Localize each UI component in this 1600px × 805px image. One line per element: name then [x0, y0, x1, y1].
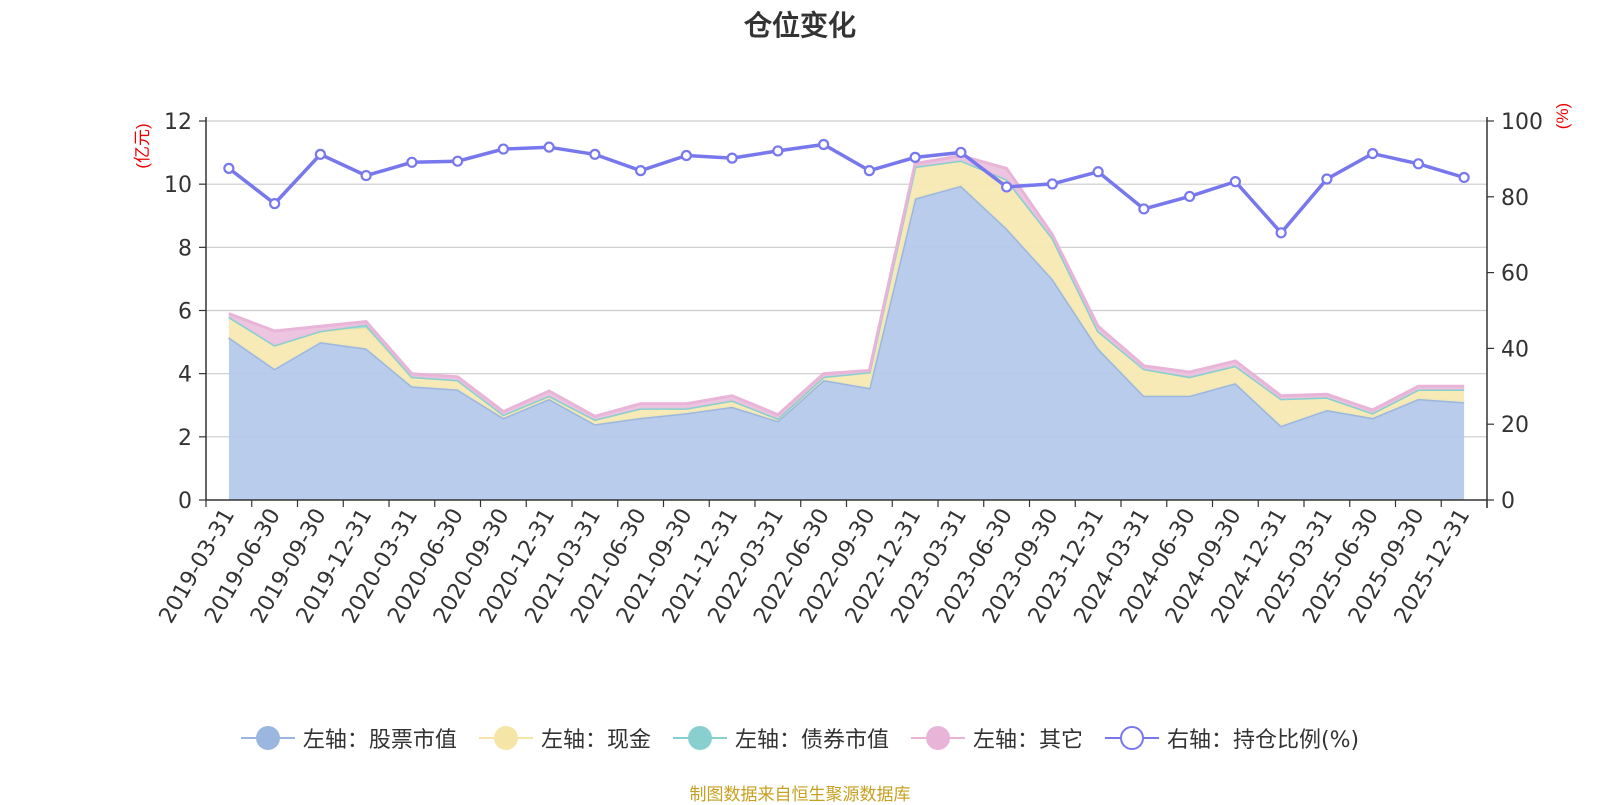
y-left-tick-label: 10 — [164, 173, 192, 198]
ratio-point — [772, 145, 784, 157]
y-right-tick-label: 40 — [1501, 337, 1529, 362]
legend-label: 右轴：持仓比例(%) — [1166, 728, 1360, 753]
legend-label: 左轴：其它 — [972, 728, 1083, 753]
y-left-tick-label: 4 — [178, 363, 192, 388]
line-layer — [223, 138, 1470, 239]
ratio-point — [452, 155, 464, 167]
y-right-tick-label: 0 — [1501, 489, 1515, 514]
legend-label: 左轴：债券市值 — [734, 728, 889, 753]
legend: 左轴：股票市值 左轴：现金 左轴：债券市值 左轴：其它 右轴：持仓比例(%) — [0, 722, 1600, 754]
legend-item[interactable]: 右轴：持仓比例(%) — [1104, 722, 1360, 754]
y-right-tick-label: 20 — [1501, 413, 1529, 438]
legend-item[interactable]: 左轴：股票市值 — [240, 722, 457, 754]
ratio-point — [863, 165, 875, 177]
ratio-point — [1046, 178, 1058, 190]
ratio-point — [955, 146, 967, 159]
legend-item[interactable]: 左轴：现金 — [478, 722, 651, 754]
ratio-line — [227, 142, 1465, 236]
area-series-line — [228, 154, 1465, 418]
y-left-tick-label: 6 — [178, 300, 192, 325]
ratio-point — [1458, 171, 1470, 184]
area-series — [228, 185, 1465, 500]
ratio-point — [223, 162, 235, 174]
ratio-point — [909, 151, 921, 163]
legend-swatch — [1104, 724, 1159, 752]
ratio-point — [360, 169, 372, 182]
y-right-tick-label: 80 — [1501, 186, 1529, 211]
ratio-point — [497, 143, 509, 155]
ratio-point — [1001, 181, 1013, 193]
ratio-point — [406, 156, 418, 168]
ratio-point — [1275, 227, 1287, 239]
legend-label: 左轴：现金 — [540, 728, 651, 753]
ratio-point — [818, 138, 830, 151]
y-left-tick-label: 12 — [164, 110, 192, 135]
y-left-tick-label: 8 — [178, 236, 192, 261]
y-left-tick-label: 2 — [178, 426, 192, 451]
y-left-axis-label: (亿元) — [133, 123, 152, 168]
ratio-point — [635, 165, 647, 177]
ratio-point — [680, 149, 692, 162]
ratio-point — [1412, 158, 1424, 170]
ratio-point — [269, 198, 281, 210]
legend-swatch — [672, 724, 727, 752]
legend-item[interactable]: 左轴：债券市值 — [672, 722, 889, 754]
ratio-point — [1184, 190, 1196, 203]
ratio-point — [543, 141, 555, 153]
area-layer — [228, 154, 1465, 500]
y-right-tick-label: 100 — [1501, 110, 1543, 135]
ratio-point — [1367, 147, 1379, 160]
legend-swatch — [240, 724, 295, 752]
ratio-point — [1138, 203, 1150, 215]
ratio-point — [726, 152, 738, 164]
y-right-axis-label: (%) — [1553, 103, 1572, 129]
ratio-point — [1321, 173, 1333, 185]
legend-swatch — [910, 724, 965, 752]
legend-item[interactable]: 左轴：其它 — [910, 722, 1083, 754]
ratio-point — [314, 148, 326, 160]
ratio-point — [1229, 176, 1241, 188]
legend-label: 左轴：股票市值 — [302, 728, 457, 753]
chart-title: 仓位变化 — [743, 9, 856, 42]
ratio-point — [589, 148, 601, 160]
y-right-tick-label: 60 — [1501, 262, 1529, 287]
legend-swatch — [478, 724, 533, 752]
ratio-point — [1092, 166, 1104, 178]
y-left-tick-label: 0 — [178, 489, 192, 514]
data-source-note: 制图数据来自恒生聚源数据库 — [689, 785, 911, 805]
